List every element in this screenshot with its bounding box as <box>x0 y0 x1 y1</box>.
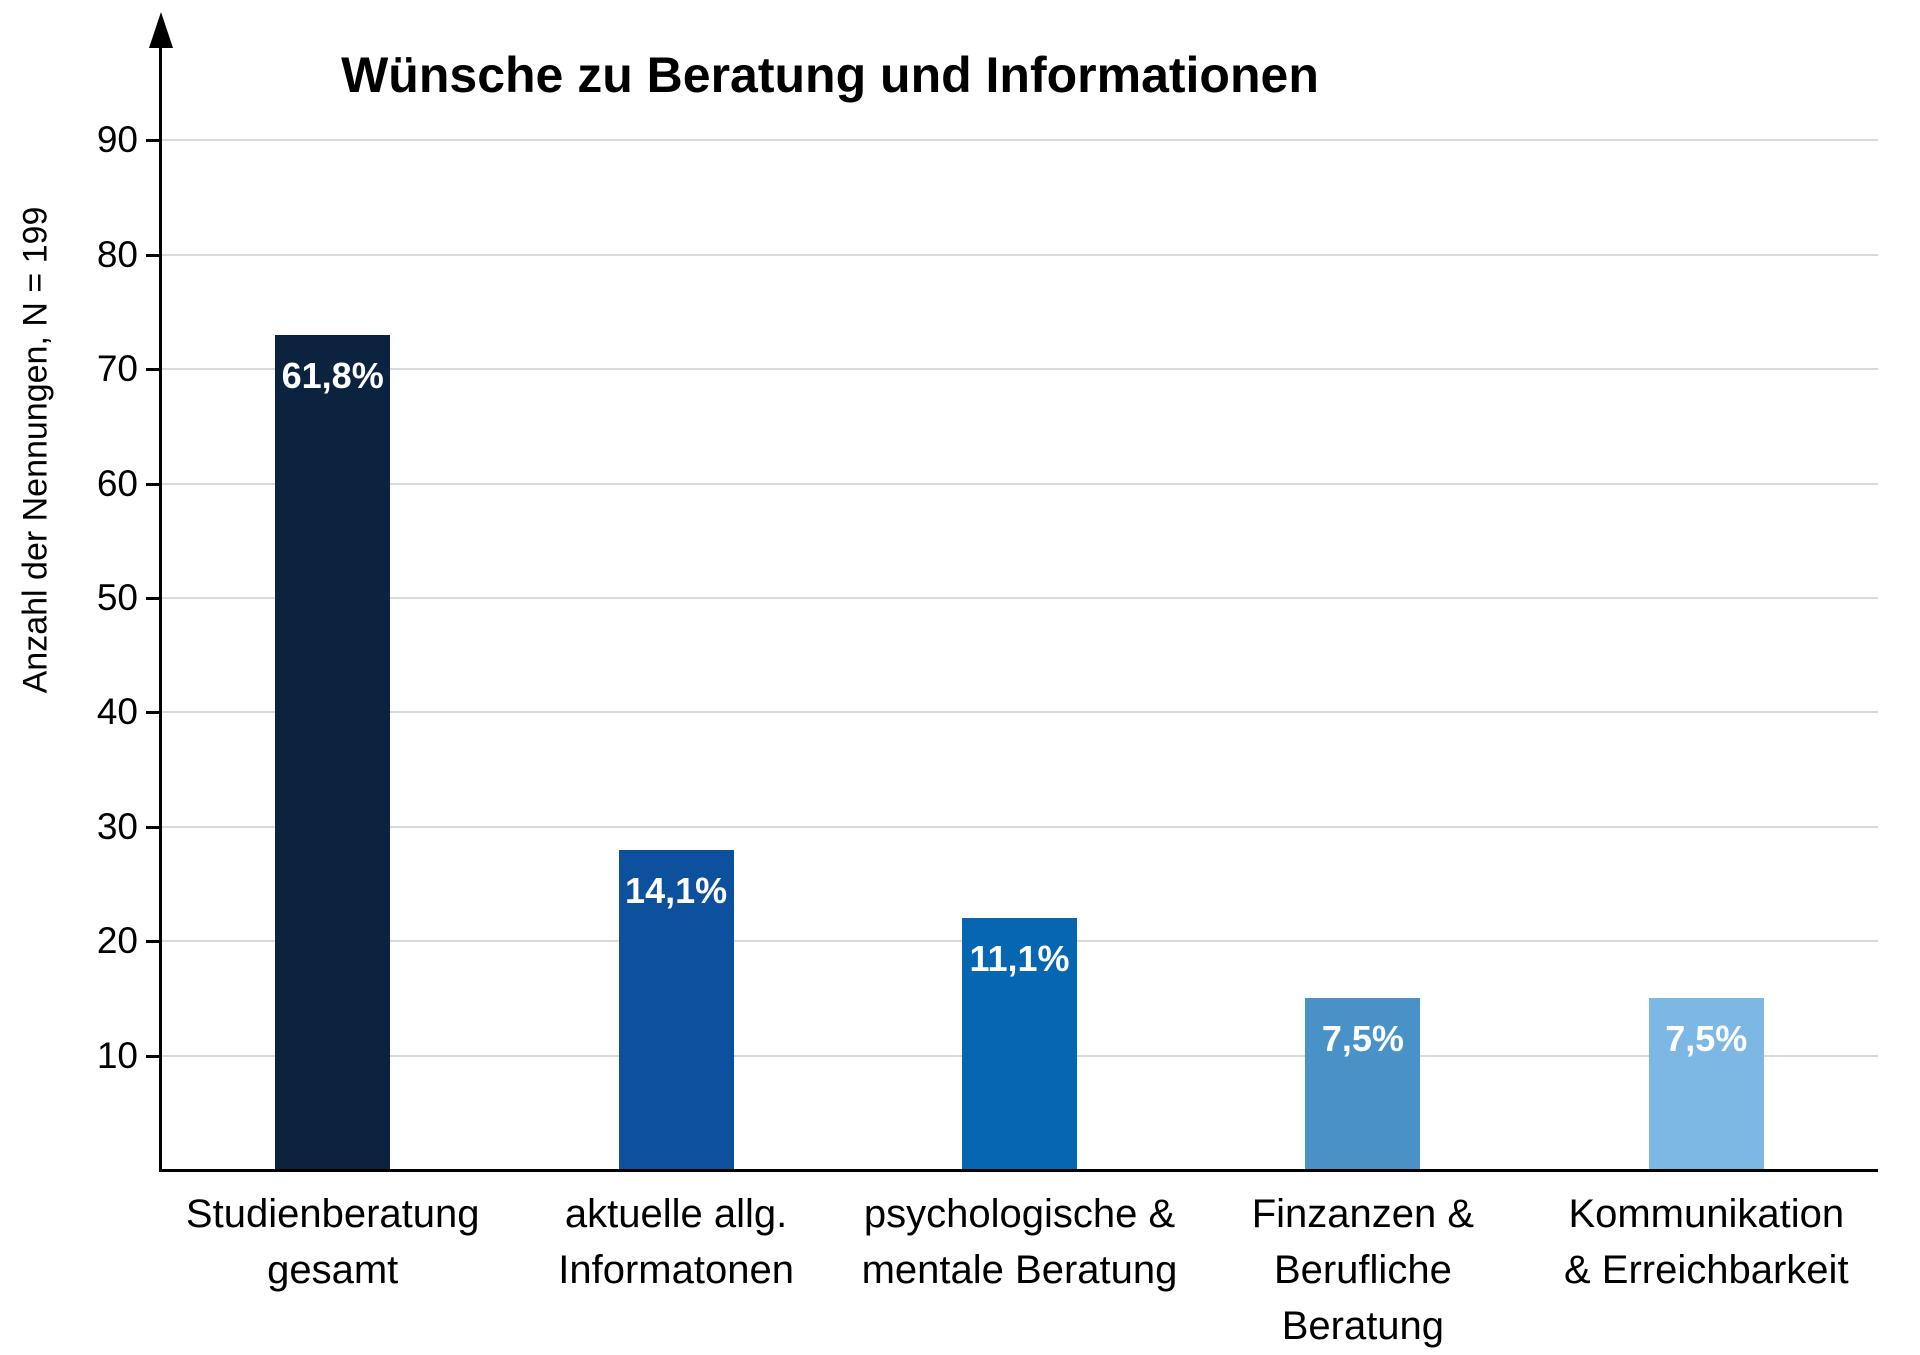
x-category-label-line: & Erreichbarkeit <box>1564 1248 1849 1292</box>
y-tick-label: 20 <box>96 920 138 962</box>
bar: 7,5% <box>1305 998 1421 1170</box>
y-tick-mark <box>146 825 162 829</box>
y-tick-mark <box>146 253 162 257</box>
bar-value-label: 7,5% <box>1321 1018 1404 1060</box>
x-category-label: aktuelle allg. Informatonen <box>504 1186 847 1298</box>
gridline <box>161 253 1878 256</box>
x-category-label: Studienberatung gesamt <box>161 1186 504 1298</box>
y-axis-line <box>159 30 162 1172</box>
bar: 11,1% <box>962 918 1077 1170</box>
y-tick-mark <box>146 139 162 143</box>
gridline <box>161 368 1878 371</box>
x-category-label-line: aktuelle allg. <box>564 1192 788 1236</box>
y-tick-mark <box>146 368 162 372</box>
x-category-label: Kommunikation & Erreichbarkeit <box>1535 1186 1878 1298</box>
bar: 7,5% <box>1648 998 1764 1170</box>
bar-value-label: 11,1% <box>969 938 1070 980</box>
x-category-label-line: gesamt <box>267 1248 399 1292</box>
y-tick-label: 70 <box>96 348 138 390</box>
x-category-label: psychologische & mentale Beratung <box>848 1186 1191 1298</box>
x-category-label-line: Berufliche <box>1273 1248 1452 1292</box>
y-tick-label: 10 <box>96 1034 138 1076</box>
gridline <box>161 711 1878 714</box>
bar-value-label: 7,5% <box>1665 1018 1748 1060</box>
y-tick-mark <box>146 940 162 944</box>
gridline <box>161 825 1878 828</box>
gridline <box>161 139 1878 142</box>
y-axis-label: Anzahl der Nennungen, N = 199 <box>16 206 55 694</box>
y-tick-label: 40 <box>96 691 138 733</box>
x-category-label-line: psychologische & <box>863 1192 1176 1236</box>
y-tick-label: 90 <box>96 119 138 161</box>
gridline <box>161 482 1878 485</box>
y-tick-label: 80 <box>96 233 138 275</box>
y-tick-mark <box>146 597 162 600</box>
x-category-label-line: mentale Beratung <box>861 1248 1178 1292</box>
x-category-label-line: Finzanzen & <box>1251 1192 1475 1236</box>
y-tick-label: 30 <box>96 805 138 847</box>
y-tick-label: 50 <box>96 577 138 618</box>
x-axis-line <box>159 1169 1878 1172</box>
chart-title: Wünsche zu Beratung und Informationen <box>341 47 1319 103</box>
y-axis-arrow-icon <box>148 12 173 48</box>
x-category-label-line: Kommunikation <box>1568 1192 1845 1236</box>
bar-value-label: 61,8% <box>281 354 384 396</box>
y-tick-mark <box>146 711 162 715</box>
y-tick-mark <box>146 1054 162 1058</box>
bar-value-label: 14,1% <box>625 869 728 911</box>
y-tick-label: 60 <box>96 462 138 504</box>
bar: 14,1% <box>618 849 734 1170</box>
gridline <box>161 597 1878 599</box>
bar: 61,8% <box>275 334 391 1170</box>
x-category-label-line: Studienberatung <box>185 1192 480 1236</box>
x-category-label-line: Beratung <box>1281 1304 1445 1348</box>
x-category-label: Finzanzen & Berufliche Beratung <box>1191 1186 1534 1354</box>
y-tick-mark <box>146 482 162 486</box>
x-category-label-line: Informatonen <box>558 1248 794 1292</box>
